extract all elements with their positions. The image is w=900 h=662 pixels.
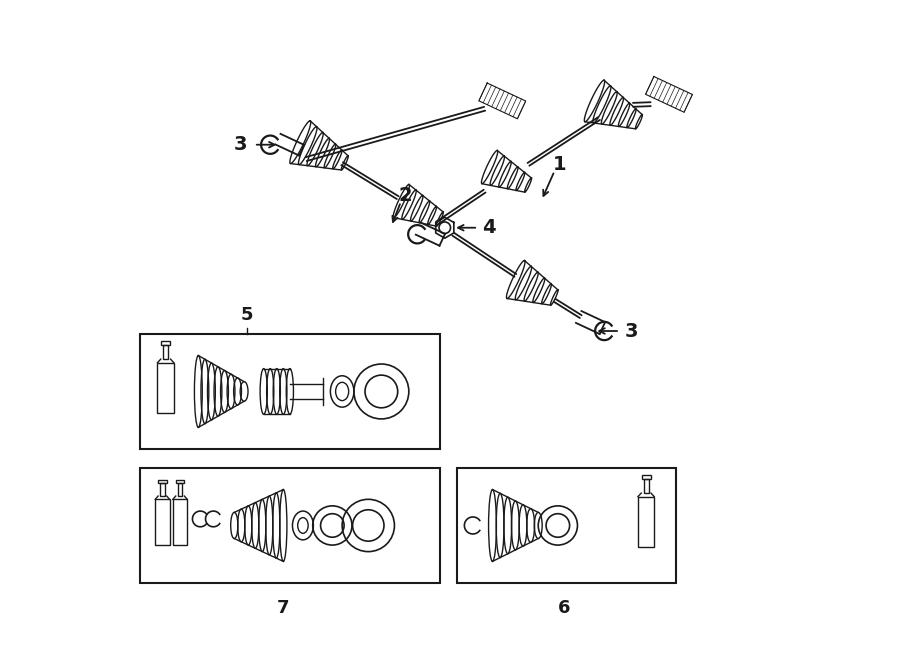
Text: 2: 2 [399, 185, 412, 205]
Bar [163, 345, 168, 359]
Text: 3: 3 [625, 322, 638, 340]
Bar [642, 475, 651, 479]
Text: 7: 7 [277, 599, 290, 617]
Bar [161, 341, 170, 345]
Bar [173, 499, 187, 545]
Bar [158, 363, 174, 413]
Bar [140, 468, 440, 583]
Bar [140, 334, 440, 449]
Bar [456, 468, 676, 583]
Bar [178, 483, 182, 496]
Text: 6: 6 [558, 599, 571, 617]
Text: 1: 1 [553, 155, 567, 174]
Bar [155, 499, 169, 545]
Bar [158, 480, 166, 483]
Bar [160, 483, 165, 496]
Text: 5: 5 [241, 307, 254, 324]
Text: 3: 3 [234, 135, 248, 154]
Bar [176, 480, 184, 483]
Text: 4: 4 [482, 218, 496, 237]
Bar [644, 479, 649, 493]
Bar [638, 496, 654, 547]
